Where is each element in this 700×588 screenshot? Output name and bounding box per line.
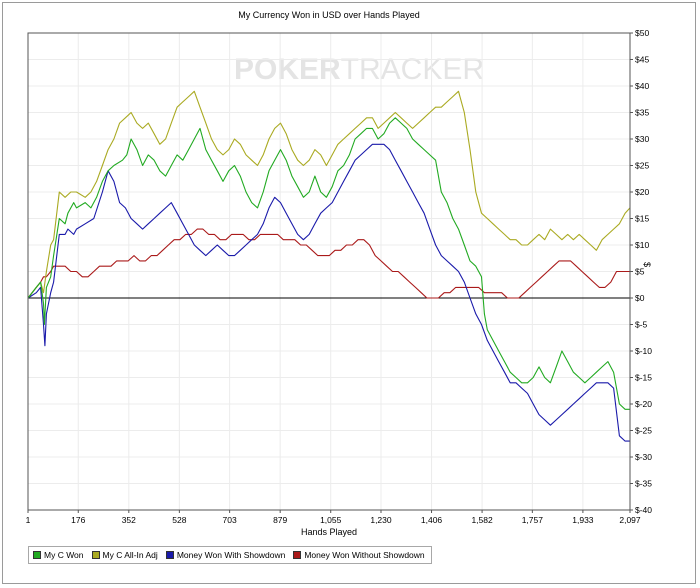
y-tick-label: $-20 — [635, 399, 652, 409]
legend-item-all-in-adj: My C All-In Adj — [91, 550, 158, 560]
y-tick-label: $-15 — [635, 373, 652, 383]
y-tick-label: $10 — [635, 240, 649, 250]
x-tick-label: 528 — [172, 515, 186, 525]
chart-title: My Currency Won in USD over Hands Played — [238, 10, 420, 20]
y-axis-label: $ — [642, 262, 652, 268]
x-tick-label: 352 — [122, 515, 136, 525]
legend-item-my-c-won: My C Won — [33, 550, 84, 560]
x-tick-label: 1,230 — [370, 515, 392, 525]
y-tick-label: $-10 — [635, 346, 652, 356]
y-tick-label: $40 — [635, 81, 649, 91]
y-tick-label: $-5 — [635, 320, 648, 330]
x-tick-label: 1,406 — [421, 515, 443, 525]
legend-label: My C Won — [44, 550, 84, 560]
x-tick-label: 2,097 — [619, 515, 641, 525]
x-tick-label: 1 — [26, 515, 31, 525]
y-tick-label: $45 — [635, 55, 649, 65]
y-tick-label: $-35 — [635, 479, 652, 489]
legend-label: My C All-In Adj — [102, 550, 158, 560]
y-tick-label: $15 — [635, 214, 649, 224]
y-tick-label: $-30 — [635, 452, 652, 462]
y-tick-label: $25 — [635, 161, 649, 171]
legend-swatch-icon — [293, 551, 302, 559]
legend-item-without-showdown: Money Won Without Showdown — [293, 550, 425, 560]
series-line-0 — [27, 117, 630, 410]
series-line-3 — [27, 228, 630, 299]
series-line-2 — [27, 143, 630, 442]
x-tick-label: 176 — [71, 515, 85, 525]
x-tick-label: 1,055 — [320, 515, 342, 525]
legend-item-with-showdown: Money Won With Showdown — [165, 550, 286, 560]
legend-swatch-icon — [33, 551, 41, 559]
watermark-text: POKERTRACKER — [234, 53, 484, 86]
y-tick-label: $-25 — [635, 426, 652, 436]
legend: My C Won My C All-In Adj Money Won With … — [28, 546, 432, 564]
y-tick-label: $30 — [635, 134, 649, 144]
y-tick-label: $20 — [635, 187, 649, 197]
legend-swatch-icon — [91, 551, 100, 559]
series-line-1 — [27, 90, 631, 299]
x-tick-label: 1,933 — [572, 515, 594, 525]
x-tick-label: 703 — [223, 515, 237, 525]
legend-label: Money Won Without Showdown — [304, 550, 425, 560]
y-tick-label: $5 — [635, 267, 645, 277]
x-tick-label: 1,757 — [522, 515, 544, 525]
legend-swatch-icon — [165, 551, 174, 559]
legend-label: Money Won With Showdown — [176, 550, 286, 560]
y-tick-label: $50 — [635, 28, 649, 38]
y-tick-label: $0 — [635, 293, 645, 303]
y-tick-label: $35 — [635, 108, 649, 118]
x-axis-label: Hands Played — [300, 527, 358, 537]
x-tick-label: 879 — [273, 515, 287, 525]
x-tick-label: 1,582 — [471, 515, 493, 525]
y-tick-label: $-40 — [635, 505, 652, 515]
